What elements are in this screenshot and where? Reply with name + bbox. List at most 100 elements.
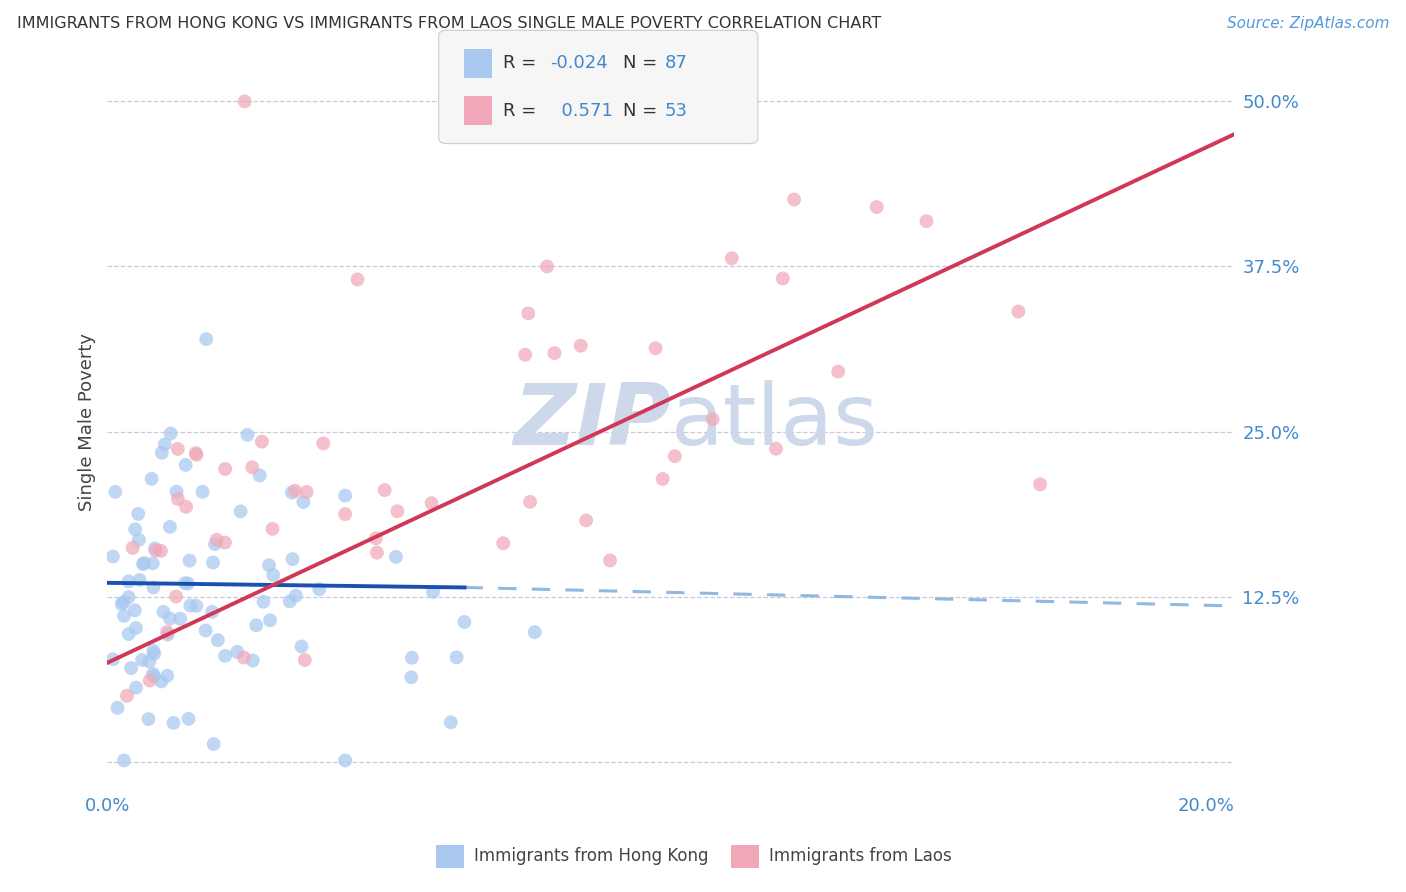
Point	[131, 653, 153, 667]
Point	[142, 557, 165, 571]
Point	[125, 681, 148, 695]
Point	[179, 599, 201, 613]
Text: IMMIGRANTS FROM HONG KONG VS IMMIGRANTS FROM LAOS SINGLE MALE POVERTY CORRELATIO: IMMIGRANTS FROM HONG KONG VS IMMIGRANTS …	[17, 16, 882, 31]
Point	[177, 712, 200, 726]
Point	[236, 428, 259, 442]
Point	[177, 576, 200, 591]
Point	[117, 590, 139, 604]
Point	[229, 504, 252, 518]
Point	[1029, 477, 1052, 491]
Point	[202, 737, 225, 751]
Text: N =: N =	[623, 54, 662, 72]
Point	[702, 412, 724, 426]
Point	[257, 558, 280, 573]
Point	[124, 522, 146, 536]
Point	[440, 715, 463, 730]
Point	[333, 507, 356, 521]
Point	[128, 533, 150, 547]
Point	[132, 557, 155, 571]
Point	[195, 332, 218, 346]
Text: Immigrants from Laos: Immigrants from Laos	[769, 847, 952, 865]
Point	[125, 621, 148, 635]
Point	[201, 605, 224, 619]
Point	[214, 535, 236, 549]
Text: Immigrants from Hong Kong: Immigrants from Hong Kong	[474, 847, 709, 865]
Point	[599, 553, 621, 567]
Point	[165, 590, 187, 604]
Point	[294, 653, 316, 667]
Point	[142, 669, 165, 683]
Point	[134, 556, 156, 570]
Point	[523, 625, 546, 640]
Point	[153, 437, 176, 451]
Point	[169, 612, 191, 626]
Point	[143, 541, 166, 556]
Point	[205, 533, 228, 547]
Point	[120, 661, 142, 675]
Point	[290, 640, 312, 654]
Point	[152, 605, 174, 619]
Point	[166, 484, 188, 499]
Point	[453, 615, 475, 629]
Point	[569, 339, 592, 353]
Text: R =: R =	[503, 54, 543, 72]
Point	[517, 306, 540, 320]
Point	[142, 666, 165, 681]
Point	[664, 449, 686, 463]
Point	[112, 595, 135, 609]
Point	[207, 633, 229, 648]
Point	[281, 552, 304, 566]
Point	[446, 650, 468, 665]
Point	[292, 495, 315, 509]
Point	[117, 574, 139, 589]
Point	[308, 582, 330, 597]
Point	[651, 472, 673, 486]
Point	[915, 214, 938, 228]
Point	[249, 468, 271, 483]
Point	[399, 670, 422, 684]
Point	[346, 272, 368, 286]
Point	[245, 618, 267, 632]
Point	[401, 650, 423, 665]
Text: N =: N =	[623, 102, 662, 120]
Point	[252, 595, 274, 609]
Point	[150, 674, 173, 689]
Point	[262, 568, 284, 582]
Point	[115, 689, 138, 703]
Point	[385, 549, 408, 564]
Point	[204, 537, 226, 551]
Point	[387, 504, 409, 518]
Point	[101, 652, 124, 666]
Point	[159, 426, 181, 441]
Point	[765, 442, 787, 456]
Text: -0.024: -0.024	[550, 54, 607, 72]
Point	[112, 608, 135, 623]
Point	[519, 495, 541, 509]
Point	[214, 648, 236, 663]
Text: Source: ZipAtlas.com: Source: ZipAtlas.com	[1226, 16, 1389, 31]
Point	[159, 520, 181, 534]
Point	[312, 436, 335, 450]
Point	[149, 543, 172, 558]
Point	[284, 589, 307, 603]
Point	[174, 500, 197, 514]
Point	[145, 543, 167, 558]
Point	[335, 754, 357, 768]
Point	[194, 624, 217, 638]
Point	[202, 556, 225, 570]
Point	[104, 484, 127, 499]
Text: 53: 53	[665, 102, 688, 120]
Point	[422, 584, 444, 599]
Point	[156, 669, 179, 683]
Point	[174, 458, 197, 472]
Point	[575, 513, 598, 527]
Point	[184, 446, 207, 460]
Point	[107, 700, 129, 714]
Point	[866, 200, 889, 214]
Point	[142, 581, 165, 595]
Text: atlas: atlas	[671, 380, 879, 463]
Text: 87: 87	[665, 54, 688, 72]
Point	[214, 462, 236, 476]
Point	[366, 546, 388, 560]
Point	[156, 625, 179, 640]
